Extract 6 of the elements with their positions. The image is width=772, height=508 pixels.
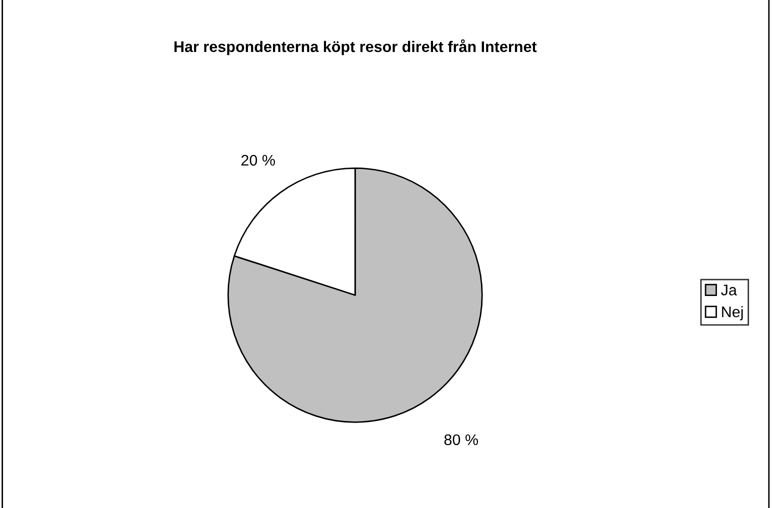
data-label: 20 %: [241, 154, 275, 166]
pie-slice: [227, 167, 483, 423]
data-label: 80 %: [444, 434, 478, 446]
legend-label: Nej: [722, 306, 743, 320]
legend-label: Ja: [721, 284, 737, 296]
chart-title: Har respondenterna köpt resor direkt från Internet: [174, 39, 537, 56]
